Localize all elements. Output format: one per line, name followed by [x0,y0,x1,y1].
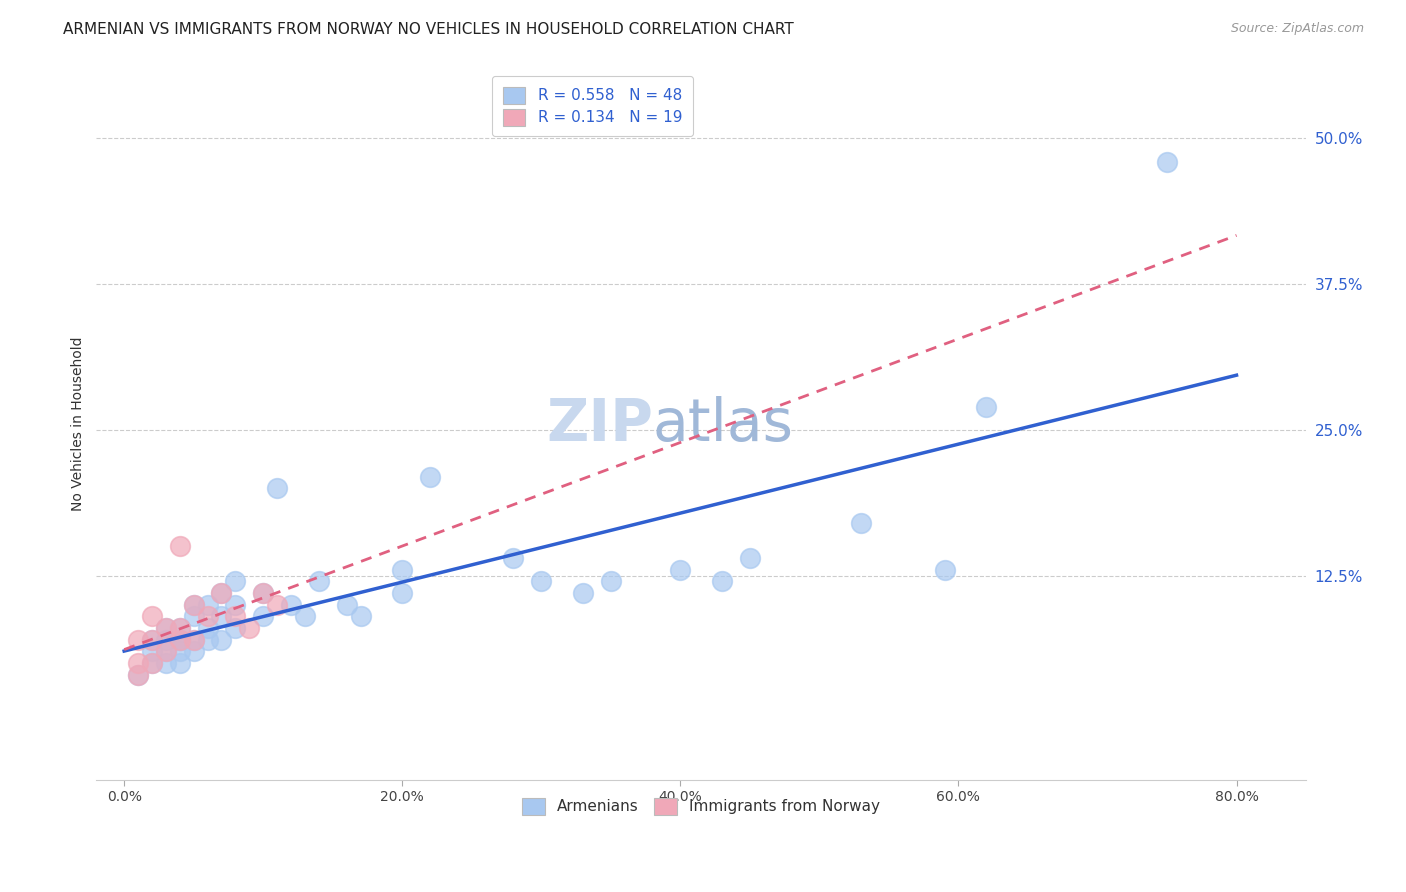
Point [197,598,219,612]
Point [155,621,177,635]
Point [127,667,149,681]
Point [169,621,191,635]
Point [211,609,233,624]
Point [169,644,191,658]
Point [183,644,205,658]
Point [599,574,621,589]
Point [169,540,191,554]
Point [141,609,163,624]
Point [183,598,205,612]
Point [155,621,177,635]
Text: ZIP: ZIP [546,395,652,452]
Point [155,656,177,670]
Point [224,574,246,589]
Point [934,563,956,577]
Text: atlas: atlas [652,395,794,452]
Point [294,609,316,624]
Point [391,563,413,577]
Point [252,609,274,624]
Point [155,632,177,647]
Legend: Armenians, Immigrants from Norway: Armenians, Immigrants from Norway [512,788,891,825]
Point [669,563,692,577]
Point [252,586,274,600]
Text: ARMENIAN VS IMMIGRANTS FROM NORWAY NO VEHICLES IN HOUSEHOLD CORRELATION CHART: ARMENIAN VS IMMIGRANTS FROM NORWAY NO VE… [63,22,794,37]
Point [224,621,246,635]
Point [280,598,302,612]
Point [419,469,441,483]
Point [336,598,359,612]
Point [155,644,177,658]
Point [183,609,205,624]
Point [141,656,163,670]
Point [169,632,191,647]
Point [127,632,149,647]
Point [183,632,205,647]
Point [391,586,413,600]
Point [849,516,872,530]
Point [141,632,163,647]
Point [169,632,191,647]
Point [155,644,177,658]
Point [211,586,233,600]
Point [572,586,595,600]
Point [169,656,191,670]
Point [127,667,149,681]
Point [141,632,163,647]
Text: Source: ZipAtlas.com: Source: ZipAtlas.com [1230,22,1364,36]
Point [127,656,149,670]
Point [197,621,219,635]
Point [211,632,233,647]
Point [141,656,163,670]
Point [266,598,288,612]
Point [197,632,219,647]
Point [530,574,553,589]
Point [502,551,524,566]
Point [169,632,191,647]
Point [224,598,246,612]
Point [224,609,246,624]
Point [711,574,734,589]
Point [266,481,288,495]
Point [141,644,163,658]
Point [211,586,233,600]
Point [1156,154,1178,169]
Point [183,598,205,612]
Point [349,609,371,624]
Y-axis label: No Vehicles in Household: No Vehicles in Household [72,337,86,511]
Point [308,574,330,589]
Point [974,400,997,414]
Point [252,586,274,600]
Point [183,632,205,647]
Point [738,551,761,566]
Point [238,621,260,635]
Point [197,609,219,624]
Point [169,621,191,635]
